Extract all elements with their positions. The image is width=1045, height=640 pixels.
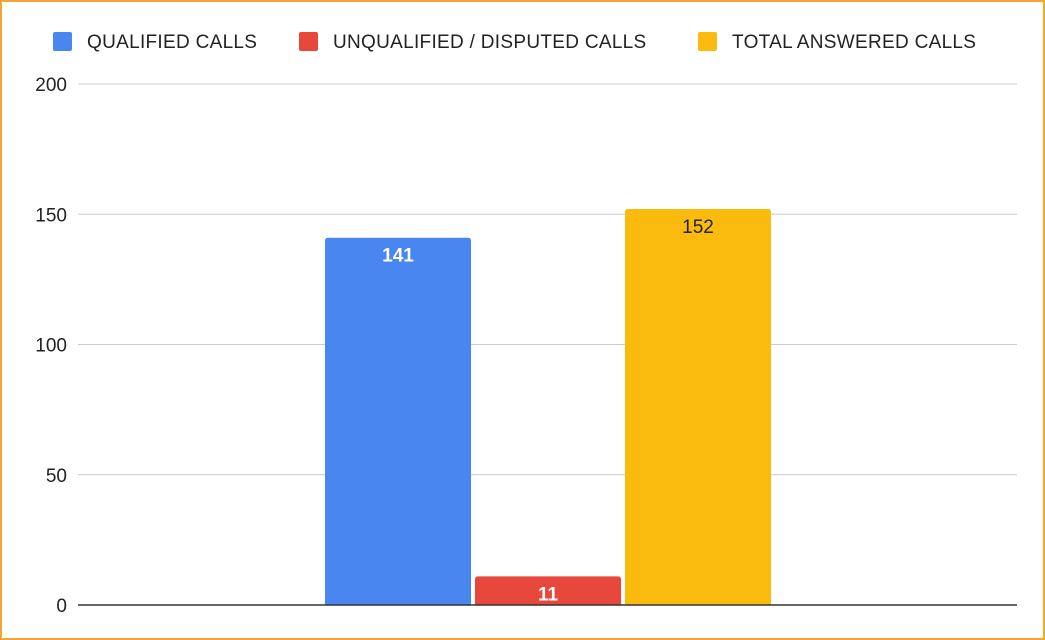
- y-tick-label: 200: [35, 75, 67, 96]
- legend-swatch: [299, 32, 318, 51]
- bar-total-answered-calls: [625, 209, 771, 606]
- legend-label: QUALIFIED CALLS: [87, 32, 257, 53]
- y-axis-ticks: 0 50 100 150 200: [35, 75, 67, 617]
- bars: [325, 209, 771, 606]
- legend-swatch: [698, 32, 717, 51]
- legend-swatch: [53, 32, 72, 51]
- legend: QUALIFIED CALLS UNQUALIFIED / DISPUTED CA…: [53, 32, 976, 53]
- y-tick-label: 150: [35, 205, 67, 226]
- data-label: 152: [682, 217, 714, 238]
- legend-label: UNQUALIFIED / DISPUTED CALLS: [333, 32, 647, 53]
- data-label: 11: [538, 584, 559, 605]
- data-label: 141: [382, 246, 414, 267]
- y-tick-label: 50: [46, 466, 67, 487]
- data-labels: 141 11 152: [382, 217, 714, 605]
- legend-label: TOTAL ANSWERED CALLS: [732, 32, 976, 53]
- bar-unqualified-disputed-calls: [475, 576, 621, 605]
- y-tick-label: 0: [56, 596, 67, 617]
- y-tick-label: 100: [35, 336, 67, 357]
- bar-qualified-calls: [325, 237, 471, 605]
- gridlines: [78, 83, 1017, 476]
